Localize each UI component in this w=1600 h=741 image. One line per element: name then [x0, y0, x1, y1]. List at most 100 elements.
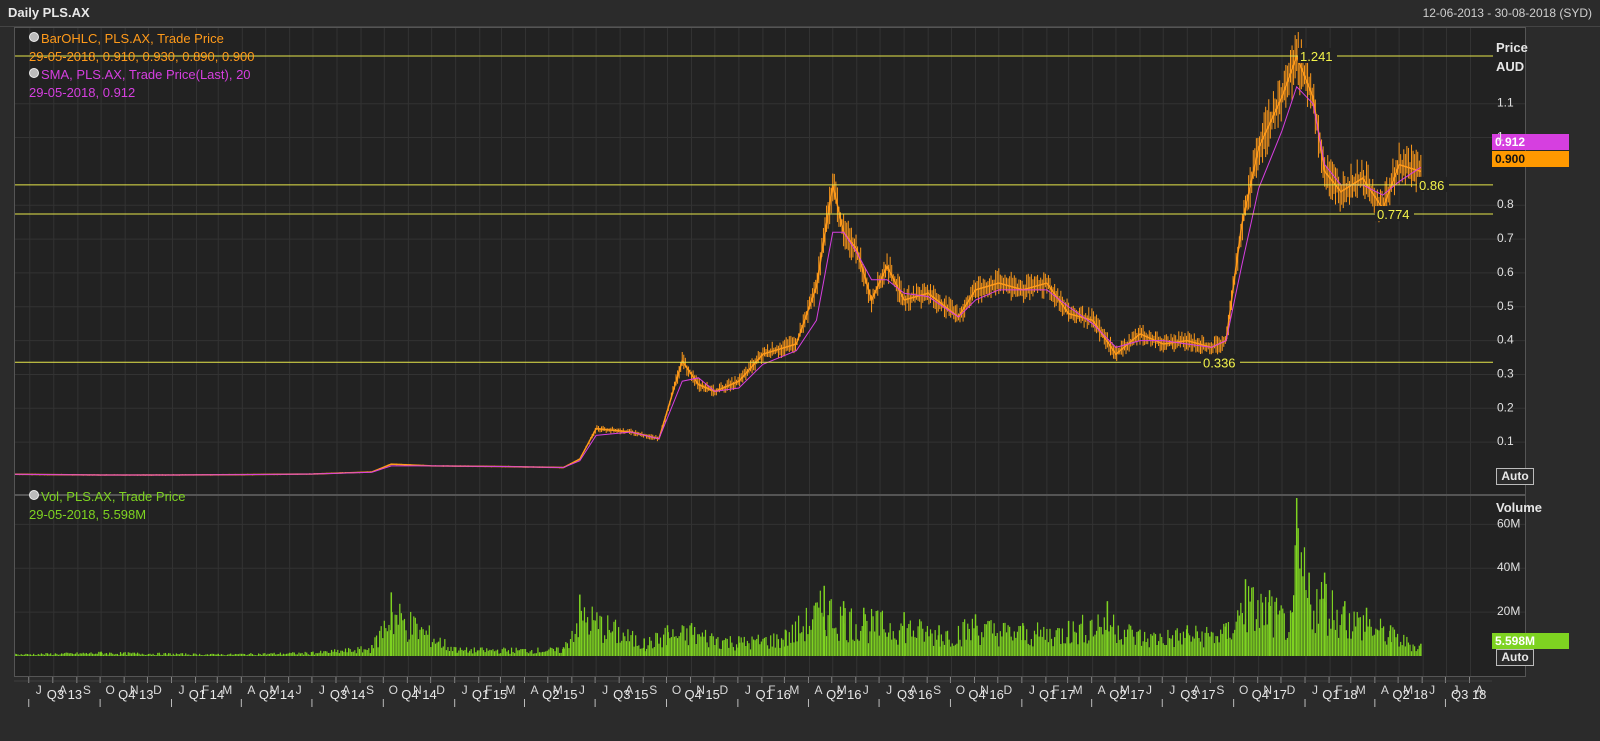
month-label: F	[202, 683, 209, 697]
price-chart-svg: 1.241 0.86 0.774 0.336	[15, 28, 1525, 494]
month-label: J	[602, 683, 608, 697]
month-label: J	[1146, 683, 1152, 697]
month-label: M	[1073, 683, 1083, 697]
volume-legend-title[interactable]: Vol, PLS.AX, Trade Price	[29, 488, 186, 506]
sma-legend-title-text: SMA, PLS.AX, Trade Price(Last), 20	[41, 67, 251, 82]
month-label: M	[1403, 683, 1413, 697]
quarter-label: Q3 17	[1180, 687, 1215, 702]
volume-bars	[15, 498, 1422, 656]
quarter-label: Q3 18	[1451, 687, 1486, 702]
quarter-label: Q1 17	[1039, 687, 1074, 702]
settings-icon[interactable]	[29, 490, 39, 500]
month-label: M	[270, 683, 280, 697]
price-axis-title: Price	[1496, 40, 1528, 55]
month-label: M	[222, 683, 232, 697]
month-label: D	[719, 683, 728, 697]
quarter-label: Q3 15	[613, 687, 648, 702]
settings-icon[interactable]	[29, 68, 39, 78]
volume-panel[interactable]: Vol, PLS.AX, Trade Price 29-05-2018, 5.5…	[14, 489, 1526, 677]
volume-chart-svg	[15, 496, 1525, 676]
settings-icon[interactable]	[29, 32, 39, 42]
level-label-bg	[1201, 354, 1240, 370]
price-panel[interactable]: 1.241 0.86 0.774 0.336 BarOHLC, PLS.AX, Tra…	[14, 27, 1526, 495]
month-label: J	[886, 683, 892, 697]
volume-legend-title-text: Vol, PLS.AX, Trade Price	[41, 489, 186, 504]
month-label: J	[1312, 683, 1318, 697]
quarter-label: Q4 15	[684, 687, 719, 702]
date-range: 12-06-2013 - 30-08-2018 (SYD)	[1422, 6, 1592, 20]
month-label: S	[933, 683, 941, 697]
sma-series-line	[15, 85, 1422, 476]
month-label: M	[1120, 683, 1130, 697]
month-label: N	[696, 683, 705, 697]
month-label: F	[768, 683, 775, 697]
month-label: J	[1169, 683, 1175, 697]
sma-legend-title[interactable]: SMA, PLS.AX, Trade Price(Last), 20	[29, 66, 255, 84]
month-label: D	[1003, 683, 1012, 697]
level-label: 1.241	[1300, 49, 1333, 64]
month-label: A	[909, 683, 917, 697]
month-label: S	[83, 683, 91, 697]
level-label: 0.336	[1203, 355, 1236, 370]
month-label: F	[485, 683, 492, 697]
price-value-tag: 0.900	[1492, 151, 1569, 167]
volume-value-tag: 5.598M	[1492, 633, 1569, 649]
month-label: A	[1098, 683, 1106, 697]
month-label: N	[413, 683, 422, 697]
month-label: O	[389, 683, 398, 697]
ohlc-legend-title[interactable]: BarOHLC, PLS.AX, Trade Price	[29, 30, 255, 48]
quarter-label: Q4 14	[401, 687, 436, 702]
month-label: A	[247, 683, 255, 697]
month-label: A	[59, 683, 67, 697]
month-label: J	[1452, 683, 1458, 697]
month-label: A	[1192, 683, 1200, 697]
month-label: J	[178, 683, 184, 697]
quarter-label: Q2 17	[1109, 687, 1144, 702]
quarter-label: Q4 16	[968, 687, 1003, 702]
price-series-line	[15, 54, 1422, 476]
quarter-label: Q2 18	[1392, 687, 1427, 702]
quarter-label: Q1 16	[755, 687, 790, 702]
month-label: A	[625, 683, 633, 697]
month-label: N	[980, 683, 989, 697]
month-label: D	[436, 683, 445, 697]
volume-auto-scale-button[interactable]: Auto	[1496, 649, 1534, 666]
quarter-label: Q1 18	[1322, 687, 1357, 702]
quarter-label: Q2 16	[826, 687, 861, 702]
month-label: D	[1287, 683, 1296, 697]
level-label-bg	[1375, 206, 1414, 222]
month-label: J	[1429, 683, 1435, 697]
month-label: M	[553, 683, 563, 697]
month-label: O	[1239, 683, 1248, 697]
ohlc-legend-values: 29-05-2018, 0.910, 0.930, 0.890, 0.900	[29, 49, 255, 64]
month-label: S	[1216, 683, 1224, 697]
month-label: O	[105, 683, 114, 697]
month-label: J	[579, 683, 585, 697]
month-label: A	[531, 683, 539, 697]
month-label: J	[462, 683, 468, 697]
quarter-label: Q3 14	[330, 687, 365, 702]
month-label: M	[789, 683, 799, 697]
month-label: M	[837, 683, 847, 697]
ohlc-legend-title-text: BarOHLC, PLS.AX, Trade Price	[41, 31, 224, 46]
month-label: A	[1381, 683, 1389, 697]
month-label: M	[505, 683, 515, 697]
month-label: A	[342, 683, 350, 697]
level-label-bg	[1417, 176, 1449, 192]
sma-value-tag: 0.912	[1492, 134, 1569, 150]
month-label: O	[956, 683, 965, 697]
quarter-label: Q4 17	[1252, 687, 1287, 702]
quarter-label: Q3 13	[47, 687, 82, 702]
month-label: S	[366, 683, 374, 697]
month-label: J	[296, 683, 302, 697]
quarter-label: Q4 13	[118, 687, 153, 702]
month-label: J	[745, 683, 751, 697]
month-label: J	[319, 683, 325, 697]
month-label: D	[153, 683, 162, 697]
price-auto-scale-button[interactable]: Auto	[1496, 468, 1534, 485]
month-label: N	[1263, 683, 1272, 697]
month-label: S	[649, 683, 657, 697]
level-label: 0.86	[1419, 178, 1444, 193]
